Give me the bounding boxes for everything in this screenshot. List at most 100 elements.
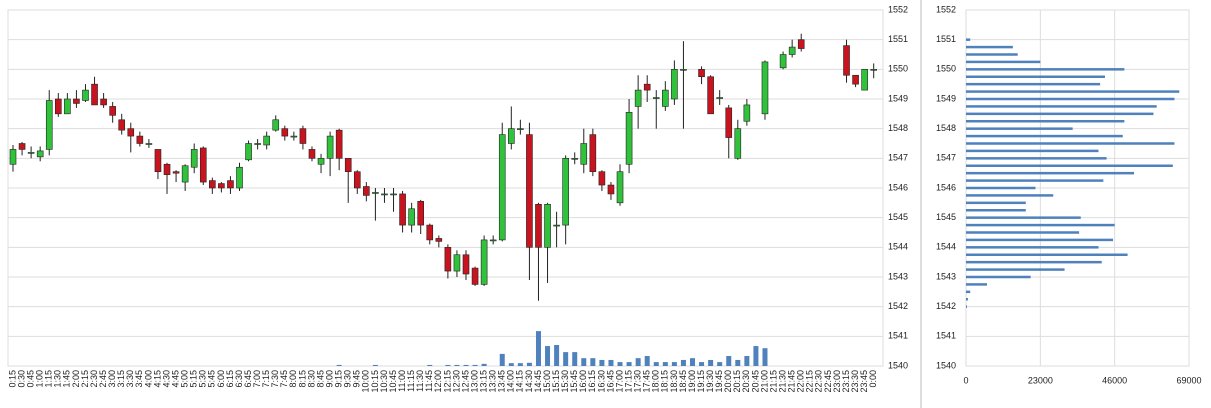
x-tick-label: 22:30 [814, 370, 824, 393]
y-tick-label: 1549 [936, 93, 956, 103]
x-tick-label: 1:00 [35, 370, 45, 388]
x-tick-label: 21:00 [759, 370, 769, 393]
profile-bar [966, 68, 1125, 71]
candle-body [662, 89, 669, 107]
y-tick-label: 1541 [936, 331, 956, 341]
candle-body [707, 76, 714, 115]
x-tick-label: 16:30 [596, 370, 606, 393]
profile-bar [966, 127, 1073, 130]
candle-body [245, 143, 252, 161]
volume-bar [463, 364, 469, 366]
y-tick-label: 1542 [888, 301, 908, 311]
y-tick-label: 1544 [888, 242, 908, 252]
x-tick-label: 17:45 [642, 370, 652, 393]
candle-body [517, 128, 524, 130]
candle-body [172, 171, 180, 174]
profile-bar [966, 90, 1180, 93]
y-tick-label: 1551 [888, 34, 908, 44]
x-tick-label: 20:15 [732, 370, 742, 393]
profile-bar [966, 260, 1102, 264]
volume-bar [563, 352, 569, 366]
candle-body [363, 186, 370, 196]
profile-bar [966, 53, 1018, 56]
candle-body [435, 238, 443, 242]
candle-body [227, 180, 234, 189]
candle-body [634, 89, 642, 107]
profile-bar [966, 223, 1115, 227]
x-tick-label: 5:15 [189, 370, 199, 388]
profile-bar [966, 186, 1036, 190]
x-tick-label: 0:15 [7, 370, 17, 388]
candle-body [127, 128, 135, 137]
volume-bar [717, 362, 723, 366]
x-tick-label: 7:45 [279, 370, 289, 388]
x-tick-label: 13:30 [488, 370, 498, 393]
profile-bar [966, 194, 1054, 197]
candle-body [426, 224, 434, 241]
x-tick-label: 4:00 [143, 370, 153, 388]
x-tick-label: 17:15 [623, 370, 633, 393]
profile-bar [966, 231, 1080, 234]
x-tick-label: 16:00 [578, 370, 588, 393]
x-tick-label: 23:30 [850, 370, 860, 393]
x-tick-label: 0:00 [868, 370, 878, 388]
volume-bar [726, 356, 732, 366]
x-tick-label: 20:45 [750, 370, 760, 393]
x-tick-label: 6:30 [234, 370, 244, 388]
x-tick-label: 23:45 [859, 370, 869, 393]
x-tick-label: 4:15 [152, 370, 162, 388]
profile-bar [966, 253, 1128, 256]
volume-bar [699, 362, 705, 366]
x-tick-label: 21:15 [768, 370, 778, 393]
volume-bar [336, 364, 342, 366]
candle-body [281, 128, 289, 137]
x-tick-label: 19:45 [714, 370, 724, 393]
candle-body [471, 267, 479, 285]
profile-bar [966, 82, 1101, 86]
y-tick-label: 1540 [888, 360, 908, 370]
candle-body [82, 89, 89, 101]
volume-bar [617, 362, 623, 366]
profile-bar [966, 216, 1081, 219]
profile-bar [966, 283, 988, 286]
x-tick-label: 18:45 [678, 370, 688, 393]
x-tick-label: 8:30 [306, 370, 316, 388]
profile-bar [966, 171, 1135, 175]
candle-body [118, 119, 126, 131]
x-tick-label: 1:15 [44, 370, 54, 388]
candle-body [100, 98, 107, 106]
candle-body [861, 69, 868, 91]
x-tick-label: 2:00 [71, 370, 81, 388]
candle-body [562, 158, 569, 226]
x-tick-label: 22:15 [805, 370, 815, 393]
candle-body [54, 98, 62, 115]
volume-bar [581, 358, 587, 366]
volume-bar [608, 359, 614, 366]
profile-bar [966, 149, 1099, 153]
candle-body [535, 204, 542, 248]
candle-body [444, 247, 452, 272]
x-tick-label: 13:45 [497, 370, 507, 393]
x-tick-label: 16:15 [587, 370, 597, 393]
candle-body [698, 69, 705, 78]
volume-bar [481, 363, 487, 366]
volume-bar [735, 359, 741, 366]
candle-body [797, 39, 805, 49]
x-tick-label: 1:30 [53, 370, 63, 388]
profile-bar [966, 97, 1175, 101]
volume-bar [517, 363, 523, 366]
y-tick-label: 1552 [888, 4, 908, 14]
candle-body [716, 97, 723, 99]
x-tick-label: 20:30 [741, 370, 751, 393]
x-tick-label: 6:45 [243, 370, 253, 388]
x-tick-label: 1:45 [62, 370, 72, 388]
candle-body [18, 143, 26, 150]
y-tick-label: 1540 [936, 360, 956, 370]
volume-bar [572, 352, 578, 366]
x-tick-label: 69000 [1176, 375, 1201, 385]
x-tick-label: 12:15 [442, 370, 452, 393]
candle-body [109, 106, 116, 116]
x-tick-label: 11:30 [415, 370, 425, 392]
candle-body [607, 184, 615, 195]
